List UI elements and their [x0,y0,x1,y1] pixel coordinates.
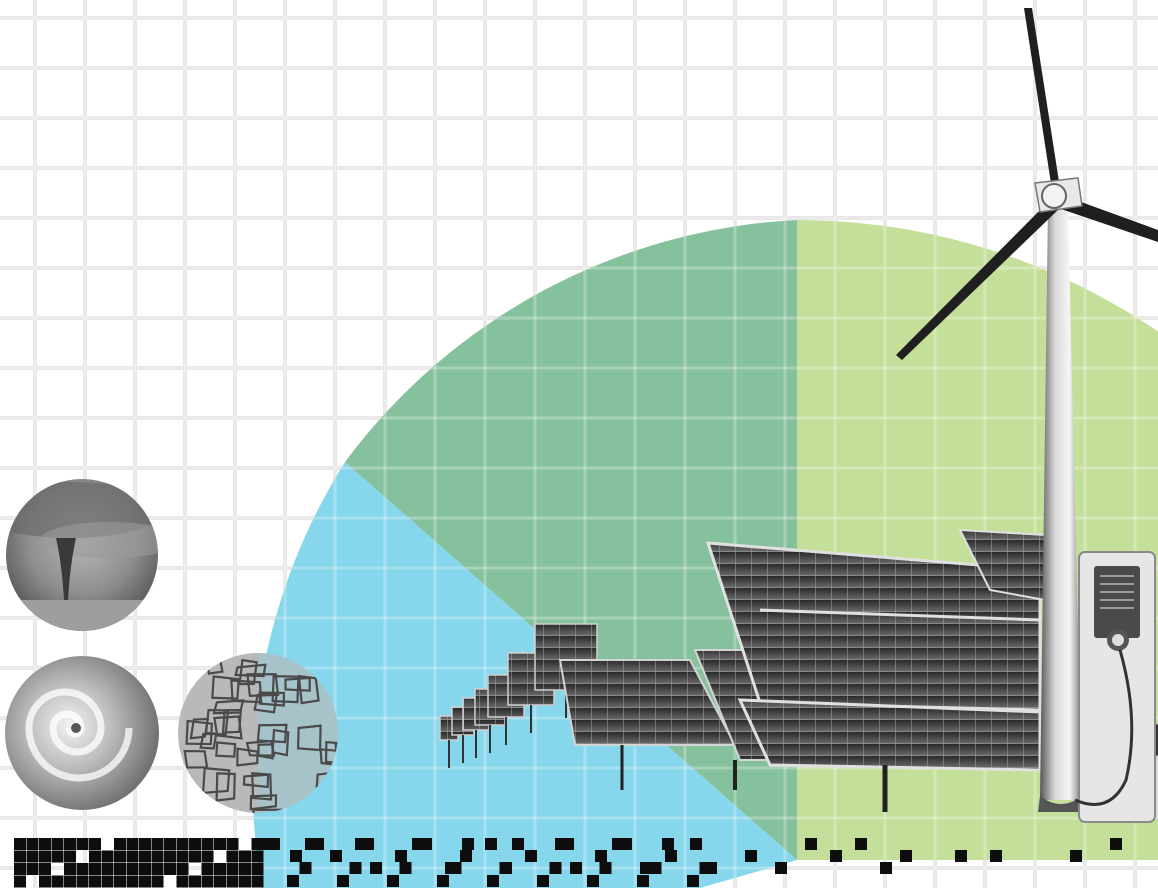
ev-charger-icon [1074,551,1158,823]
hurricane-photo-icon [5,656,159,810]
pixel-dot-pattern-icon [14,838,1122,888]
wind-turbine-icon [896,8,1158,812]
tornado-photo-icon [6,479,158,631]
solar-panel-array-icon [439,528,1046,812]
